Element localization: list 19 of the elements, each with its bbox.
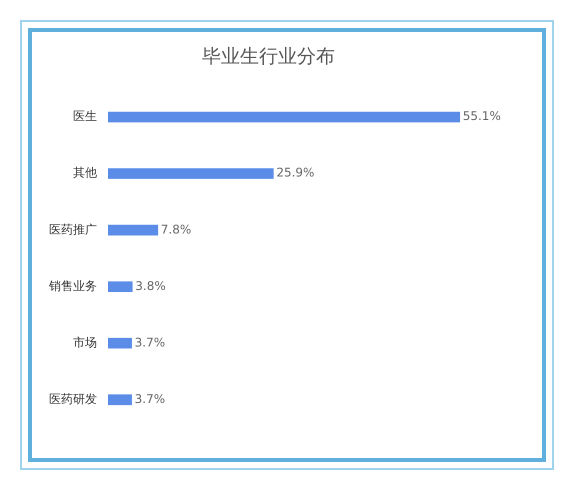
bar (108, 112, 460, 122)
bar (108, 168, 274, 179)
y-tick-label: 医药推广 (49, 222, 97, 236)
data-label: 7.8% (160, 222, 192, 236)
data-label: 3.7% (134, 392, 166, 406)
bar (108, 394, 132, 406)
data-label: 3.7% (134, 335, 166, 350)
data-label: 25.9% (276, 166, 314, 180)
chart-title: 毕业生行业分布 (202, 45, 335, 68)
data-label: 3.8% (135, 278, 166, 293)
bar (108, 281, 133, 292)
y-tick-label: 其他 (73, 166, 97, 180)
y-tick-label: 销售业务 (48, 278, 97, 293)
y-tick-label: 市场 (73, 335, 97, 350)
y-tick-label: 医药研发 (49, 392, 97, 406)
data-label: 55.1% (462, 109, 501, 124)
y-tick-label: 医生 (73, 109, 97, 124)
bar (108, 338, 132, 349)
bar (108, 224, 158, 236)
